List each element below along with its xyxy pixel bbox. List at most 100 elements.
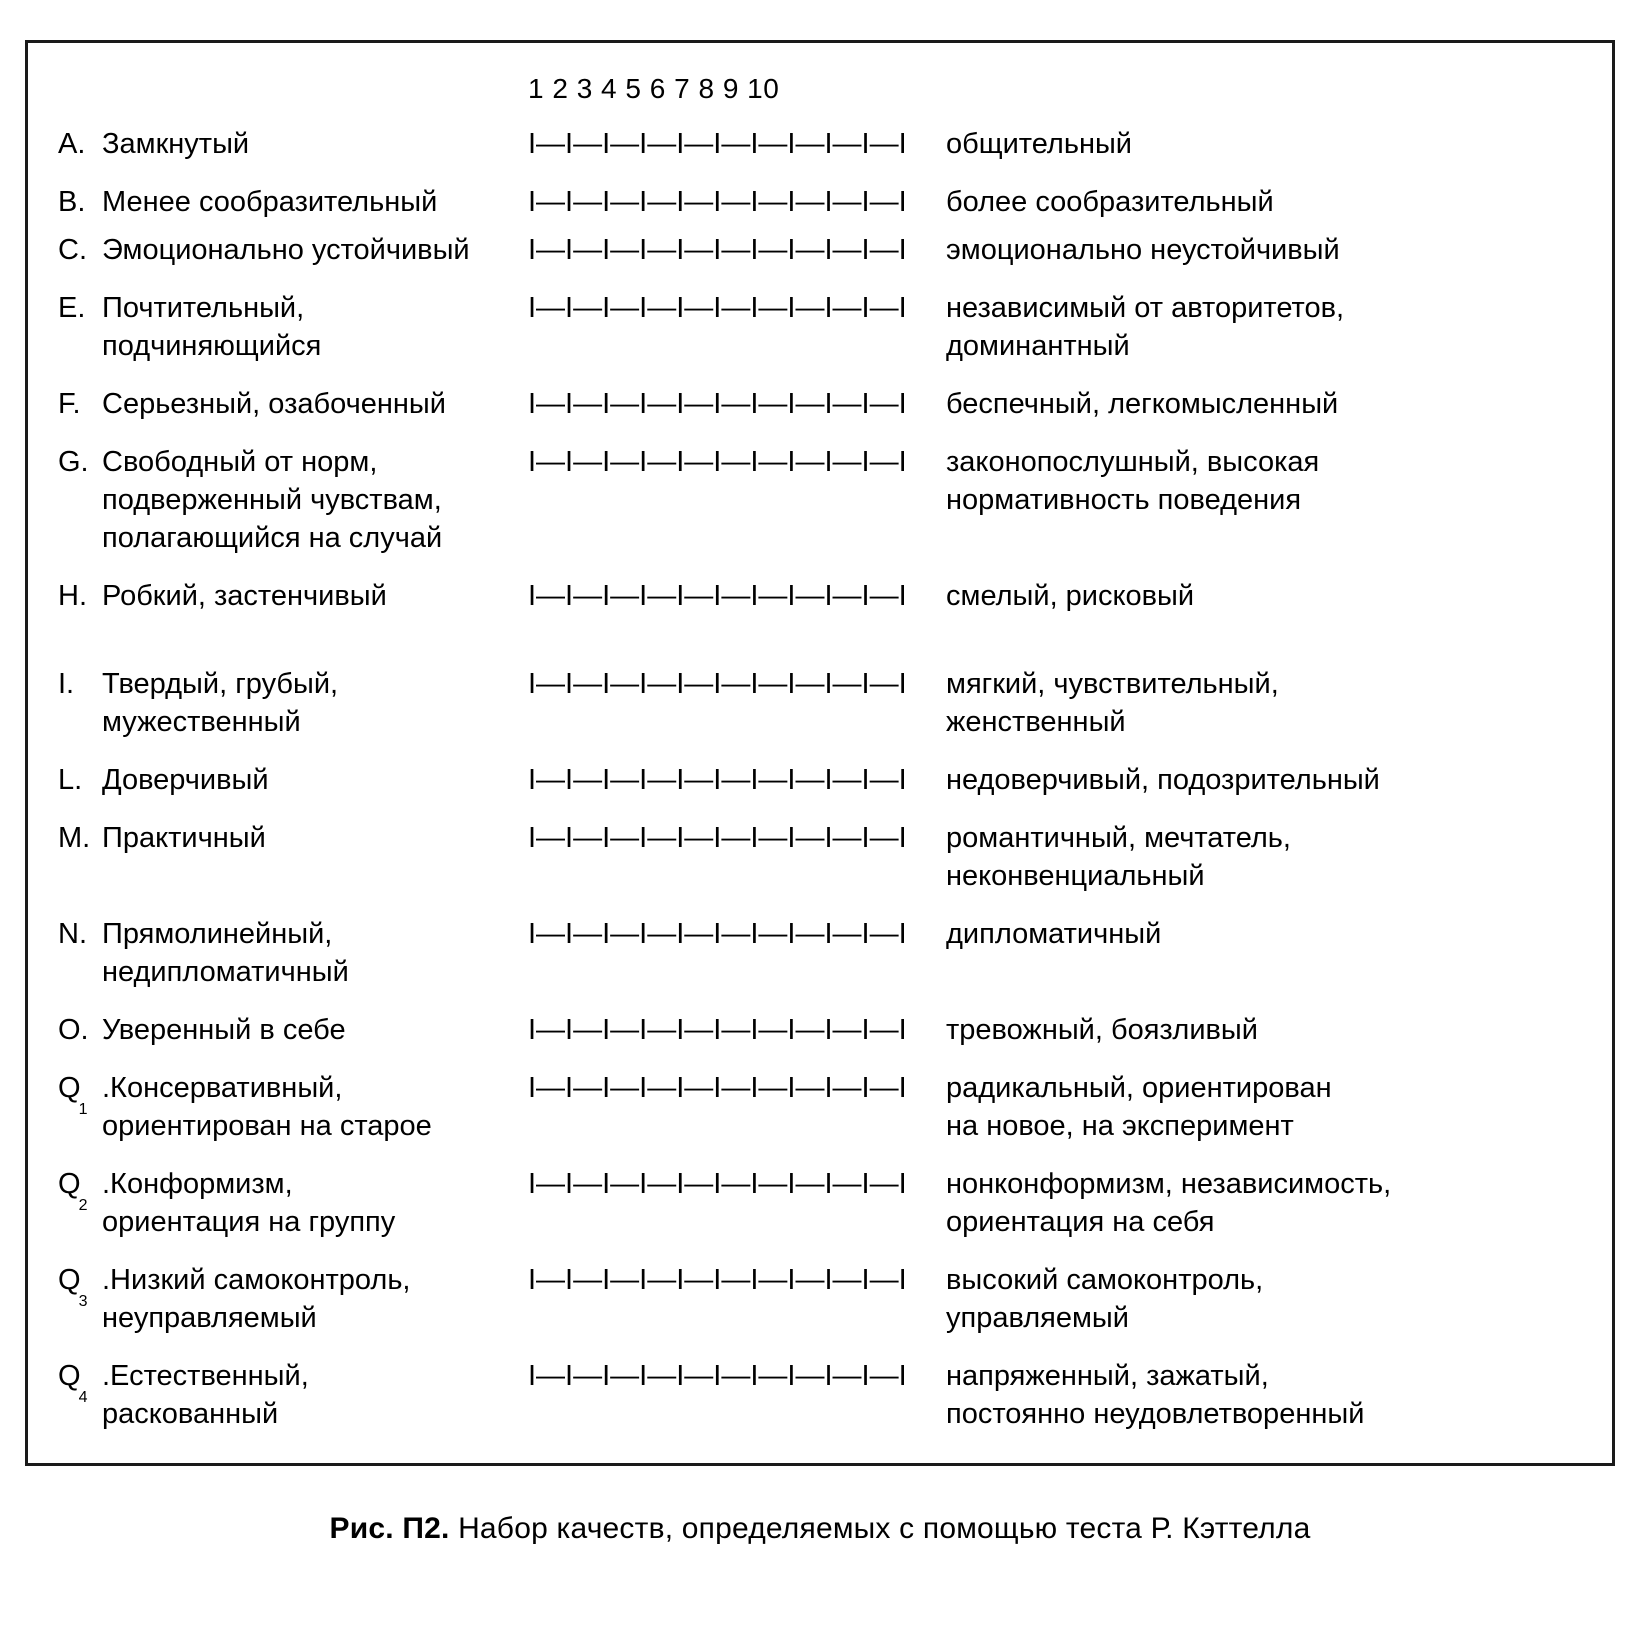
scale-numbers: 1 2 3 4 5 6 7 8 9 10 (528, 73, 928, 105)
factor-letter: G. (58, 443, 102, 481)
scale-marks: I—I—I—I—I—I—I—I—I—I—I (528, 231, 928, 269)
factor-left-cell: M.Практичный (58, 819, 528, 857)
scale-marks: I—I—I—I—I—I—I—I—I—I—I (528, 761, 928, 799)
factor-left-cell: B.Менее сообразительный (58, 183, 528, 221)
factor-row: A.ЗамкнутыйI—I—I—I—I—I—I—I—I—I—Iобщитель… (58, 125, 1582, 163)
factor-letter: Q2 (58, 1165, 102, 1215)
scale-marks: I—I—I—I—I—I—I—I—I—I—I (528, 1357, 928, 1395)
factor-left-cell: A.Замкнутый (58, 125, 528, 163)
scale-marks: I—I—I—I—I—I—I—I—I—I—I (528, 577, 928, 615)
factor-row: I.Твердый, грубый,мужественныйI—I—I—I—I—… (58, 665, 1582, 741)
scale-marks: I—I—I—I—I—I—I—I—I—I—I (528, 1165, 928, 1203)
factor-row: E.Почтительный,подчиняющийсяI—I—I—I—I—I—… (58, 289, 1582, 365)
scale-marks: I—I—I—I—I—I—I—I—I—I—I (528, 125, 928, 163)
scale-marks: I—I—I—I—I—I—I—I—I—I—I (528, 183, 928, 221)
factor-letter: B. (58, 183, 102, 221)
factor-row: N.Прямолинейный,недипломатичныйI—I—I—I—I… (58, 915, 1582, 991)
factor-left-text: Свободный от норм,подверженный чувствам,… (102, 443, 518, 557)
factor-row: H.Робкий, застенчивыйI—I—I—I—I—I—I—I—I—I… (58, 577, 1582, 615)
factor-right-text: мягкий, чувствительный,женственный (928, 665, 1582, 741)
factor-row: Q2.Конформизм,ориентация на группуI—I—I—… (58, 1165, 1582, 1241)
factor-left-text: Эмоционально устойчивый (102, 231, 518, 269)
factor-letter: Q3 (58, 1261, 102, 1311)
factor-right-text: романтичный, мечтатель,неконвенциальный (928, 819, 1582, 895)
factor-letter: I. (58, 665, 102, 703)
factor-right-text: высокий самоконтроль,управляемый (928, 1261, 1582, 1337)
figure-frame: 1 2 3 4 5 6 7 8 9 10 A.ЗамкнутыйI—I—I—I—… (25, 40, 1615, 1466)
factor-letter: Q1 (58, 1069, 102, 1119)
factor-row: B.Менее сообразительныйI—I—I—I—I—I—I—I—I… (58, 183, 1582, 221)
factor-right-text: тревожный, боязливый (928, 1011, 1582, 1049)
factor-right-text: эмоционально неустойчивый (928, 231, 1582, 269)
factor-right-text: общительный (928, 125, 1582, 163)
factor-letter: C. (58, 231, 102, 269)
factor-letter: Q4 (58, 1357, 102, 1407)
scale-marks: I—I—I—I—I—I—I—I—I—I—I (528, 915, 928, 953)
caption-label: Рис. П2. (330, 1512, 450, 1545)
factor-left-cell: E.Почтительный,подчиняющийся (58, 289, 528, 365)
factor-left-text: Уверенный в себе (102, 1011, 518, 1049)
factor-right-text: недоверчивый, подозрительный (928, 761, 1582, 799)
scale-marks: I—I—I—I—I—I—I—I—I—I—I (528, 1011, 928, 1049)
factor-left-cell: L.Доверчивый (58, 761, 528, 799)
factor-left-text: Робкий, застенчивый (102, 577, 518, 615)
factor-left-text: Менее сообразительный (102, 183, 518, 221)
factor-left-cell: C.Эмоционально устойчивый (58, 231, 528, 269)
factor-left-cell: I.Твердый, грубый,мужественный (58, 665, 528, 741)
factor-letter: A. (58, 125, 102, 163)
scale-marks: I—I—I—I—I—I—I—I—I—I—I (528, 665, 928, 703)
factor-row: M.ПрактичныйI—I—I—I—I—I—I—I—I—I—Iроманти… (58, 819, 1582, 895)
scale-marks: I—I—I—I—I—I—I—I—I—I—I (528, 819, 928, 857)
factor-letter: O. (58, 1011, 102, 1049)
factor-left-text: Практичный (102, 819, 518, 857)
factor-left-text: Почтительный,подчиняющийся (102, 289, 518, 365)
factor-row: Q4.Естественный,раскованныйI—I—I—I—I—I—I… (58, 1357, 1582, 1433)
header-spacer-left (58, 73, 528, 105)
factor-letter: E. (58, 289, 102, 327)
header-spacer-right (928, 73, 1582, 105)
factor-right-text: напряженный, зажатый,постоянно неудовлет… (928, 1357, 1582, 1433)
factor-left-cell: Q1.Консервативный,ориентирован на старое (58, 1069, 528, 1145)
caption-text: Набор качеств, определяемых с помощью те… (458, 1512, 1310, 1545)
factor-letter: L. (58, 761, 102, 799)
scale-marks: I—I—I—I—I—I—I—I—I—I—I (528, 1261, 928, 1299)
factor-left-text: Замкнутый (102, 125, 518, 163)
factor-letter: H. (58, 577, 102, 615)
factors-list: A.ЗамкнутыйI—I—I—I—I—I—I—I—I—I—Iобщитель… (58, 125, 1582, 1433)
factor-row: Q1.Консервативный,ориентирован на старое… (58, 1069, 1582, 1145)
factor-right-text: нонконформизм, независимость,ориентация … (928, 1165, 1582, 1241)
factor-row: O.Уверенный в себеI—I—I—I—I—I—I—I—I—I—Iт… (58, 1011, 1582, 1049)
factor-right-text: смелый, рисковый (928, 577, 1582, 615)
factor-left-text: Твердый, грубый,мужественный (102, 665, 518, 741)
factor-left-cell: O.Уверенный в себе (58, 1011, 528, 1049)
factor-right-text: независимый от авторитетов,доминантный (928, 289, 1582, 365)
scale-header-row: 1 2 3 4 5 6 7 8 9 10 (58, 73, 1582, 105)
factor-left-text: .Низкий самоконтроль,неуправляемый (102, 1261, 518, 1337)
factor-right-text: радикальный, ориентированна новое, на эк… (928, 1069, 1582, 1145)
factor-row: Q3.Низкий самоконтроль,неуправляемыйI—I—… (58, 1261, 1582, 1337)
factor-left-cell: Q4.Естественный,раскованный (58, 1357, 528, 1433)
factor-row: L.ДоверчивыйI—I—I—I—I—I—I—I—I—I—Iнедовер… (58, 761, 1582, 799)
factor-left-text: .Конформизм,ориентация на группу (102, 1165, 518, 1241)
factor-left-text: .Консервативный,ориентирован на старое (102, 1069, 518, 1145)
factor-left-cell: G.Свободный от норм,подверженный чувства… (58, 443, 528, 557)
factor-row: F.Серьезный, озабоченныйI—I—I—I—I—I—I—I—… (58, 385, 1582, 423)
factor-left-cell: N.Прямолинейный,недипломатичный (58, 915, 528, 991)
factor-letter: F. (58, 385, 102, 423)
scale-marks: I—I—I—I—I—I—I—I—I—I—I (528, 289, 928, 327)
scale-marks: I—I—I—I—I—I—I—I—I—I—I (528, 1069, 928, 1107)
factor-left-cell: H.Робкий, застенчивый (58, 577, 528, 615)
factor-left-text: Серьезный, озабоченный (102, 385, 518, 423)
factor-right-text: дипломатичный (928, 915, 1582, 953)
scale-marks: I—I—I—I—I—I—I—I—I—I—I (528, 443, 928, 481)
factor-left-text: .Естественный,раскованный (102, 1357, 518, 1433)
factor-row: C.Эмоционально устойчивыйI—I—I—I—I—I—I—I… (58, 231, 1582, 269)
factor-row: G.Свободный от норм,подверженный чувства… (58, 443, 1582, 557)
factor-left-text: Прямолинейный,недипломатичный (102, 915, 518, 991)
factor-left-cell: Q2.Конформизм,ориентация на группу (58, 1165, 528, 1241)
factor-letter: N. (58, 915, 102, 953)
factor-right-text: более сообразительный (928, 183, 1582, 221)
factor-right-text: беспечный, легкомысленный (928, 385, 1582, 423)
factor-left-text: Доверчивый (102, 761, 518, 799)
factor-left-cell: Q3.Низкий самоконтроль,неуправляемый (58, 1261, 528, 1337)
